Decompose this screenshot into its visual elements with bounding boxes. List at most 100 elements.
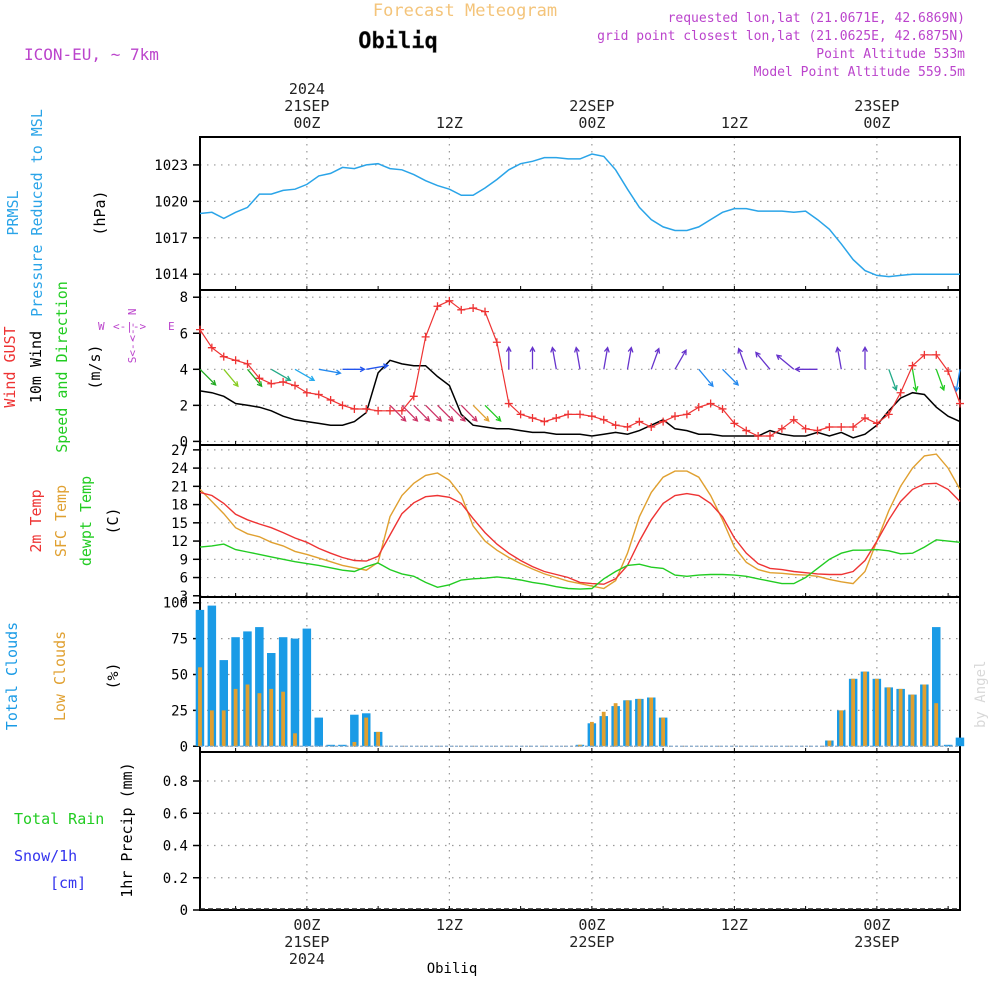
temp-2m-line xyxy=(199,482,961,585)
wind-direction-arrow xyxy=(460,404,478,422)
clouds-panel: 0 25 50 75 100 Total Clouds Low Clouds (%) xyxy=(3,596,965,755)
gust-marker xyxy=(635,417,644,426)
y-tick-label: 0 xyxy=(180,903,188,919)
total-cloud-bar xyxy=(302,628,312,747)
gust-marker xyxy=(504,399,513,408)
low-cloud-bar xyxy=(851,678,855,747)
wind-direction-arrow xyxy=(775,354,795,370)
low-cloud-bar xyxy=(886,687,891,747)
wind-direction-arrow xyxy=(270,368,292,381)
precip-panel: 0 0.2 0.4 0.6 0.8 Total Rain Snow/1h [cm] 1hr Pr… xyxy=(14,751,961,919)
low-cloud-bar xyxy=(578,744,582,747)
bottom-axis-label: 2024 xyxy=(289,950,325,968)
gust-marker xyxy=(623,422,632,431)
wind-direction-arrow xyxy=(389,404,407,422)
gust-marker xyxy=(481,307,489,316)
panel-frame xyxy=(199,751,961,911)
gust-marker xyxy=(492,338,501,347)
wind-direction-arrow xyxy=(401,404,419,422)
gust-marker xyxy=(932,350,941,359)
gust-marker xyxy=(326,395,335,404)
wind-direction-arrow xyxy=(366,363,390,370)
wind-direction-arrow xyxy=(698,368,714,388)
low-cloud-bar xyxy=(649,697,654,747)
compass-north-label: <-- N xyxy=(126,308,139,341)
total-cloud-bar xyxy=(338,744,347,747)
y-tick-label: 6 xyxy=(180,571,188,587)
requested-coords: requested lon,lat (21.0671E, 42.6869N) xyxy=(668,11,965,26)
y-tick-label: 0 xyxy=(180,739,188,755)
top-axis-label: 22SEP xyxy=(569,97,614,115)
gust-marker xyxy=(599,415,608,424)
gust-marker xyxy=(421,332,430,341)
wind-direction-arrow xyxy=(529,345,536,370)
panel-label: Total Clouds xyxy=(3,622,21,730)
gust-marker xyxy=(433,302,442,311)
gust-marker xyxy=(302,388,311,397)
top-axis-label: 12Z xyxy=(436,114,463,132)
gust-marker xyxy=(777,424,786,433)
gust-marker xyxy=(469,304,478,313)
wind-direction-arrow xyxy=(294,368,316,381)
wind-direction-arrow xyxy=(472,404,490,422)
wind-panel: 0 2 4 6 8 Wind GUST 10m Wind Speed and Directio… xyxy=(1,281,964,453)
bottom-axis-label: 00Z xyxy=(578,916,605,934)
gust-marker xyxy=(409,392,418,401)
y-tick-label: 0.4 xyxy=(163,839,188,855)
gust-marker xyxy=(872,419,881,428)
gust-marker xyxy=(386,406,394,415)
y-tick-label: 1023 xyxy=(154,158,188,174)
wind-direction-arrow xyxy=(448,404,466,422)
gust-marker xyxy=(540,417,549,426)
low-cloud-bar xyxy=(364,717,369,747)
gust-marker xyxy=(445,296,454,305)
gust-marker xyxy=(338,401,347,410)
wind-direction-arrow xyxy=(911,369,919,393)
gust-marker xyxy=(516,410,525,419)
y-tick-label: 4 xyxy=(180,362,188,378)
top-axis-label: 23SEP xyxy=(854,97,899,115)
y-tick-label: 1017 xyxy=(154,231,188,247)
gust-marker xyxy=(243,359,252,368)
wind-direction-arrow xyxy=(199,368,217,386)
point-altitude: Point Altitude 533m xyxy=(816,47,965,62)
gust-marker xyxy=(896,388,905,397)
unit-label: (C) xyxy=(104,507,122,534)
y-tick-label: 21 xyxy=(171,479,188,495)
gust-marker xyxy=(789,415,798,424)
wind-direction-arrow xyxy=(603,346,610,370)
gust-marker xyxy=(374,406,383,415)
unit-label: (%) xyxy=(104,662,122,689)
gust-marker xyxy=(659,417,668,426)
y-tick-label: 27 xyxy=(171,443,188,459)
y-tick-label: 100 xyxy=(163,596,188,612)
wind-direction-arrow xyxy=(413,404,431,422)
low-cloud-bar xyxy=(863,671,867,747)
gust-marker xyxy=(255,374,264,383)
y-tick-label: 24 xyxy=(171,461,188,477)
wind-direction-arrow xyxy=(674,349,687,370)
panel-frame xyxy=(199,444,961,598)
unit-label: (m/s) xyxy=(86,344,104,389)
y-tick-label: 15 xyxy=(171,516,188,532)
top-axis-label: 00Z xyxy=(578,114,605,132)
low-cloud-bar xyxy=(210,710,214,747)
wind-direction-arrow xyxy=(794,366,818,373)
panel-frame xyxy=(199,136,961,291)
low-cloud-bar xyxy=(352,742,357,747)
wind-direction-arrow xyxy=(425,404,443,422)
top-axis-label: 21SEP xyxy=(284,97,329,115)
wind-direction-arrow xyxy=(550,346,557,370)
gust-marker xyxy=(207,343,216,352)
total-cloud-bar xyxy=(219,660,228,747)
low-cloud-bar xyxy=(934,703,939,747)
dewpt-temp-line xyxy=(199,539,961,590)
grid-point-coords: grid point closest lon,lat (21.0625E, 42… xyxy=(597,29,965,44)
bottom-axis-label: 12Z xyxy=(721,916,748,934)
gust-marker xyxy=(861,413,869,422)
rain-label: Total Rain xyxy=(14,810,104,828)
gust-marker xyxy=(682,410,691,419)
pressure-panel: 1014 1017 1020 1023 PRMSL Pressure Reduced to… xyxy=(4,109,961,317)
top-axis-label: 00Z xyxy=(293,114,320,132)
